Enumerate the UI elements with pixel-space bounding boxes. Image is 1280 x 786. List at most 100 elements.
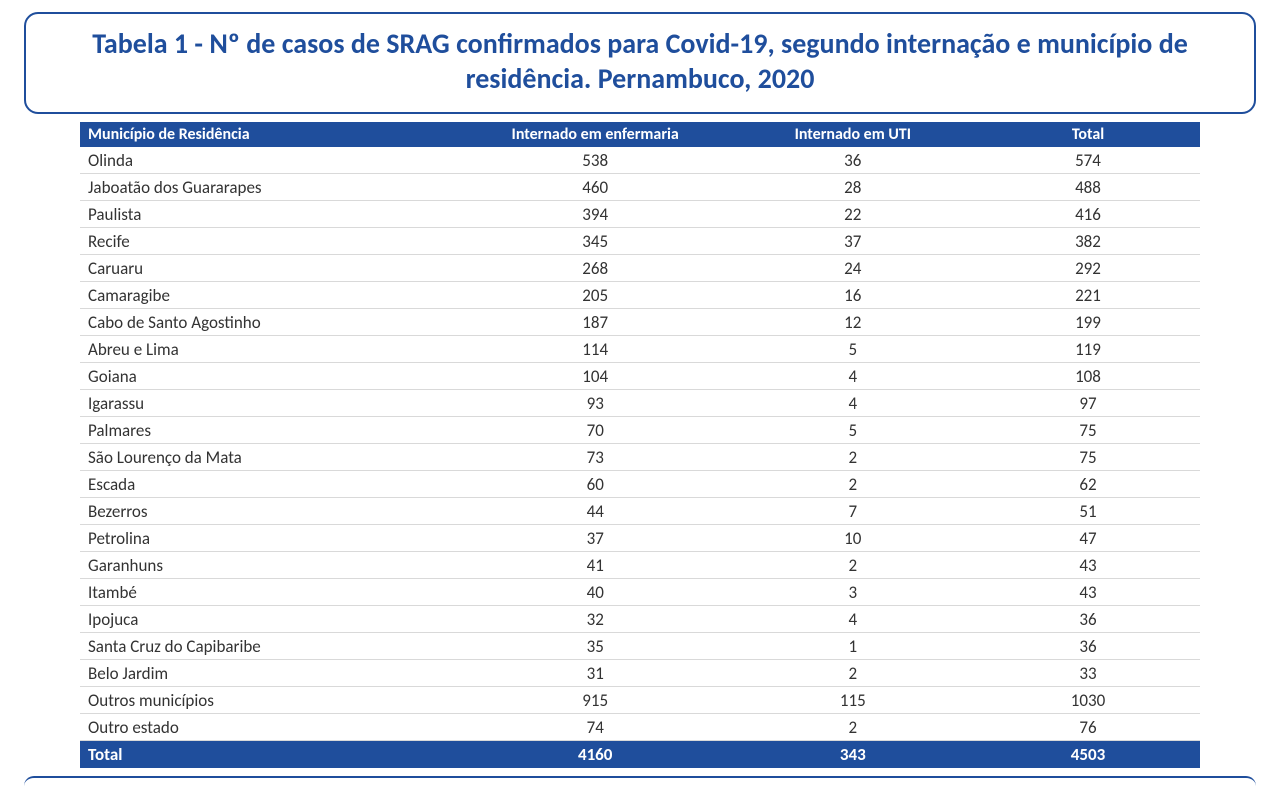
- cell-value: 7: [730, 498, 976, 525]
- table-row: Itambé40343: [80, 579, 1200, 606]
- cell-municipio: Paulista: [80, 201, 461, 228]
- col-uti: Internado em UTI: [730, 122, 976, 147]
- table-row: Palmares70575: [80, 417, 1200, 444]
- cell-value: 43: [976, 579, 1200, 606]
- table-container: Município de Residência Internado em enf…: [80, 122, 1200, 768]
- cell-value: 187: [461, 309, 730, 336]
- cell-municipio: Petrolina: [80, 525, 461, 552]
- cell-municipio: Ipojuca: [80, 606, 461, 633]
- cell-value: 2: [730, 471, 976, 498]
- cell-municipio: São Lourenço da Mata: [80, 444, 461, 471]
- col-enfermaria: Internado em enfermaria: [461, 122, 730, 147]
- table-row: Outros municípios9151151030: [80, 687, 1200, 714]
- cell-value: 76: [976, 714, 1200, 741]
- cell-municipio: Belo Jardim: [80, 660, 461, 687]
- table-body: Olinda53836574Jaboatão dos Guararapes460…: [80, 147, 1200, 741]
- cell-value: 199: [976, 309, 1200, 336]
- cell-municipio: Outros municípios: [80, 687, 461, 714]
- cell-value: 394: [461, 201, 730, 228]
- cell-value: 221: [976, 282, 1200, 309]
- bottom-rule: [24, 776, 1256, 786]
- cell-value: 37: [461, 525, 730, 552]
- cell-value: 40: [461, 579, 730, 606]
- cell-value: 382: [976, 228, 1200, 255]
- cell-value: 538: [461, 147, 730, 174]
- table-row: Caruaru26824292: [80, 255, 1200, 282]
- cell-value: 2: [730, 552, 976, 579]
- cell-value: 74: [461, 714, 730, 741]
- cell-value: 60: [461, 471, 730, 498]
- cell-value: 205: [461, 282, 730, 309]
- cell-municipio: Caruaru: [80, 255, 461, 282]
- cell-municipio: Igarassu: [80, 390, 461, 417]
- table-row: Outro estado74276: [80, 714, 1200, 741]
- cell-value: 488: [976, 174, 1200, 201]
- cell-value: 5: [730, 417, 976, 444]
- table-row: Belo Jardim31233: [80, 660, 1200, 687]
- srag-table: Município de Residência Internado em enf…: [80, 122, 1200, 768]
- col-municipio: Município de Residência: [80, 122, 461, 147]
- cell-value: 2: [730, 444, 976, 471]
- cell-value: 70: [461, 417, 730, 444]
- cell-value: 32: [461, 606, 730, 633]
- cell-municipio: Santa Cruz do Capibaribe: [80, 633, 461, 660]
- table-row: Olinda53836574: [80, 147, 1200, 174]
- table-row: Jaboatão dos Guararapes46028488: [80, 174, 1200, 201]
- cell-value: 37: [730, 228, 976, 255]
- table-row: Cabo de Santo Agostinho18712199: [80, 309, 1200, 336]
- cell-municipio: Itambé: [80, 579, 461, 606]
- table-header: Município de Residência Internado em enf…: [80, 122, 1200, 147]
- cell-value: 119: [976, 336, 1200, 363]
- table-footer: Total 4160 343 4503: [80, 741, 1200, 769]
- total-label: Total: [80, 741, 461, 769]
- cell-value: 36: [730, 147, 976, 174]
- cell-value: 5: [730, 336, 976, 363]
- cell-value: 97: [976, 390, 1200, 417]
- total-uti: 343: [730, 741, 976, 769]
- cell-value: 345: [461, 228, 730, 255]
- cell-value: 574: [976, 147, 1200, 174]
- cell-value: 24: [730, 255, 976, 282]
- cell-value: 292: [976, 255, 1200, 282]
- cell-municipio: Bezerros: [80, 498, 461, 525]
- cell-value: 3: [730, 579, 976, 606]
- cell-value: 268: [461, 255, 730, 282]
- table-row: Ipojuca32436: [80, 606, 1200, 633]
- cell-value: 416: [976, 201, 1200, 228]
- cell-value: 62: [976, 471, 1200, 498]
- title-box: Tabela 1 - Nº de casos de SRAG confirmad…: [24, 12, 1256, 114]
- cell-value: 31: [461, 660, 730, 687]
- table-row: Escada60262: [80, 471, 1200, 498]
- cell-value: 4: [730, 606, 976, 633]
- cell-municipio: Outro estado: [80, 714, 461, 741]
- cell-municipio: Abreu e Lima: [80, 336, 461, 363]
- cell-value: 460: [461, 174, 730, 201]
- cell-municipio: Escada: [80, 471, 461, 498]
- cell-value: 41: [461, 552, 730, 579]
- col-total: Total: [976, 122, 1200, 147]
- table-row: Bezerros44751: [80, 498, 1200, 525]
- cell-value: 12: [730, 309, 976, 336]
- cell-value: 1: [730, 633, 976, 660]
- total-total: 4503: [976, 741, 1200, 769]
- cell-municipio: Cabo de Santo Agostinho: [80, 309, 461, 336]
- cell-value: 35: [461, 633, 730, 660]
- cell-value: 36: [976, 606, 1200, 633]
- cell-value: 16: [730, 282, 976, 309]
- cell-value: 4: [730, 363, 976, 390]
- table-row: Igarassu93497: [80, 390, 1200, 417]
- table-row: Goiana1044108: [80, 363, 1200, 390]
- cell-municipio: Recife: [80, 228, 461, 255]
- cell-value: 4: [730, 390, 976, 417]
- cell-municipio: Garanhuns: [80, 552, 461, 579]
- cell-value: 115: [730, 687, 976, 714]
- cell-value: 75: [976, 417, 1200, 444]
- cell-value: 22: [730, 201, 976, 228]
- table-row: Camaragibe20516221: [80, 282, 1200, 309]
- cell-municipio: Olinda: [80, 147, 461, 174]
- table-title: Tabela 1 - Nº de casos de SRAG confirmad…: [66, 26, 1214, 96]
- cell-value: 915: [461, 687, 730, 714]
- cell-municipio: Palmares: [80, 417, 461, 444]
- table-row: Garanhuns41243: [80, 552, 1200, 579]
- table-row: Petrolina371047: [80, 525, 1200, 552]
